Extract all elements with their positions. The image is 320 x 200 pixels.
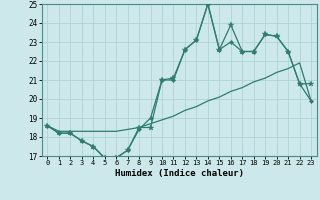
X-axis label: Humidex (Indice chaleur): Humidex (Indice chaleur) bbox=[115, 169, 244, 178]
